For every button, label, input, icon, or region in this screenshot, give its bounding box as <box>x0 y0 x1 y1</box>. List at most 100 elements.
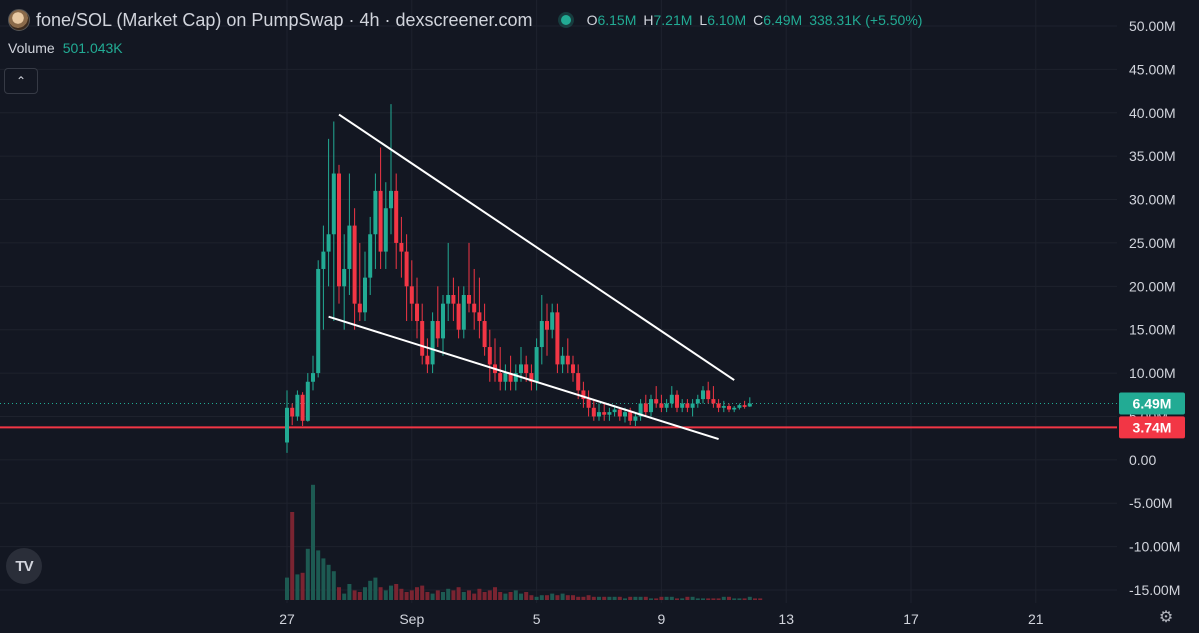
volume-bar <box>295 574 300 600</box>
candle-body <box>451 294 456 304</box>
volume-bar <box>576 596 581 600</box>
candle-body <box>701 390 705 400</box>
candle-body <box>425 355 430 365</box>
volume-bar <box>649 598 653 600</box>
tradingview-logo[interactable]: TV <box>6 548 42 584</box>
candle-body <box>581 390 586 400</box>
candle-body <box>654 399 659 404</box>
y-tick-label: 15.00M <box>1129 322 1176 338</box>
volume-bar <box>451 590 456 600</box>
y-tick-label: 40.00M <box>1129 105 1176 121</box>
candle-body <box>456 303 461 330</box>
candle-body <box>545 321 549 330</box>
candle-body <box>420 321 425 356</box>
collapse-legend-button[interactable]: ⌃ <box>4 68 38 94</box>
candle-body <box>597 412 601 417</box>
candle-body <box>565 355 570 365</box>
candle-body <box>347 225 352 269</box>
candle-body <box>576 373 581 391</box>
candle-body <box>446 294 451 304</box>
volume-bar <box>732 598 737 600</box>
volume-bar <box>737 598 742 600</box>
volume-bar <box>659 596 664 600</box>
chevron-up-icon: ⌃ <box>15 74 27 88</box>
volume-bar <box>597 596 601 600</box>
candle-body <box>675 394 679 408</box>
volume-bar <box>331 571 336 600</box>
y-tick-label: 45.00M <box>1129 61 1176 77</box>
candle-body <box>513 373 518 382</box>
volume-bar <box>441 592 445 600</box>
volume-bar <box>581 596 586 600</box>
candle-body <box>357 303 362 313</box>
candle-body <box>680 403 685 408</box>
volume-bar <box>747 596 752 600</box>
x-tick-label: 5 <box>533 611 541 627</box>
volume-bar <box>435 590 440 600</box>
volume-bar <box>513 590 518 600</box>
candle-body <box>633 416 638 421</box>
candle-body <box>524 364 529 374</box>
candle-body <box>742 405 747 407</box>
ohlc-close: C6.49M <box>753 12 803 28</box>
volume-bar <box>524 592 529 600</box>
volume-bar <box>602 596 607 600</box>
candle-body <box>498 373 503 382</box>
candle-body <box>602 412 607 415</box>
volume-bar <box>487 590 492 600</box>
volume-bar <box>690 596 695 600</box>
x-tick-label: 9 <box>658 611 666 627</box>
candle-body <box>727 406 731 410</box>
volume-bar <box>389 585 393 600</box>
volume-bar <box>503 593 508 600</box>
y-tick-label: 30.00M <box>1129 192 1176 208</box>
candle-body <box>441 303 445 339</box>
candle-body <box>326 234 331 252</box>
volume-bar <box>560 593 565 600</box>
x-tick-label: 21 <box>1028 611 1044 627</box>
volume-bar <box>534 596 539 600</box>
volume-bar <box>399 588 404 600</box>
volume-bar <box>357 592 362 600</box>
price-badges: 6.49M 3.74M <box>1119 392 1185 439</box>
y-tick-label: -15.00M <box>1129 582 1180 598</box>
candle-body <box>430 321 435 365</box>
candle-body <box>373 190 378 235</box>
volume-bar <box>311 484 315 600</box>
volume-bar <box>555 595 560 600</box>
volume-bar <box>669 596 674 600</box>
candle-body <box>316 268 321 374</box>
candle-body <box>331 173 336 235</box>
candle-body <box>711 399 716 404</box>
last-price-badge: 6.49M <box>1133 396 1172 412</box>
candle-body <box>529 373 534 382</box>
candle-body <box>664 403 669 408</box>
volume-bar <box>612 596 617 600</box>
volume-bar <box>742 598 747 600</box>
candle-body <box>487 347 492 365</box>
candle-body <box>472 303 477 313</box>
candle-body <box>508 373 513 382</box>
volume-bars <box>285 484 763 600</box>
time-axis[interactable]: 27 Sep 5 9 13 17 21 <box>279 611 1044 627</box>
settings-gear-icon[interactable]: ⚙ <box>1158 609 1174 626</box>
volume-bar <box>300 572 305 600</box>
chart-title: fone/SOL (Market Cap) on PumpSwap · 4h ·… <box>36 9 533 30</box>
price-axis[interactable]: 50.00M 45.00M 40.00M 35.00M 30.00M 25.00M 20.0… <box>1129 18 1180 598</box>
volume-bar <box>461 592 466 600</box>
volume-bar <box>607 596 612 600</box>
volume-bar <box>404 592 409 600</box>
level-price-badge-bg <box>1119 416 1185 439</box>
candle-body <box>352 225 357 304</box>
candle-body <box>300 394 305 421</box>
volume-bar <box>721 596 726 600</box>
price-level-line <box>0 403 1117 429</box>
x-tick-label: Sep <box>399 611 424 627</box>
candle-body <box>560 355 565 365</box>
candle-body <box>732 407 737 410</box>
volume-bar <box>337 587 341 600</box>
volume-bar <box>685 596 690 600</box>
volume-bar <box>373 577 378 600</box>
volume-bar <box>415 587 419 600</box>
